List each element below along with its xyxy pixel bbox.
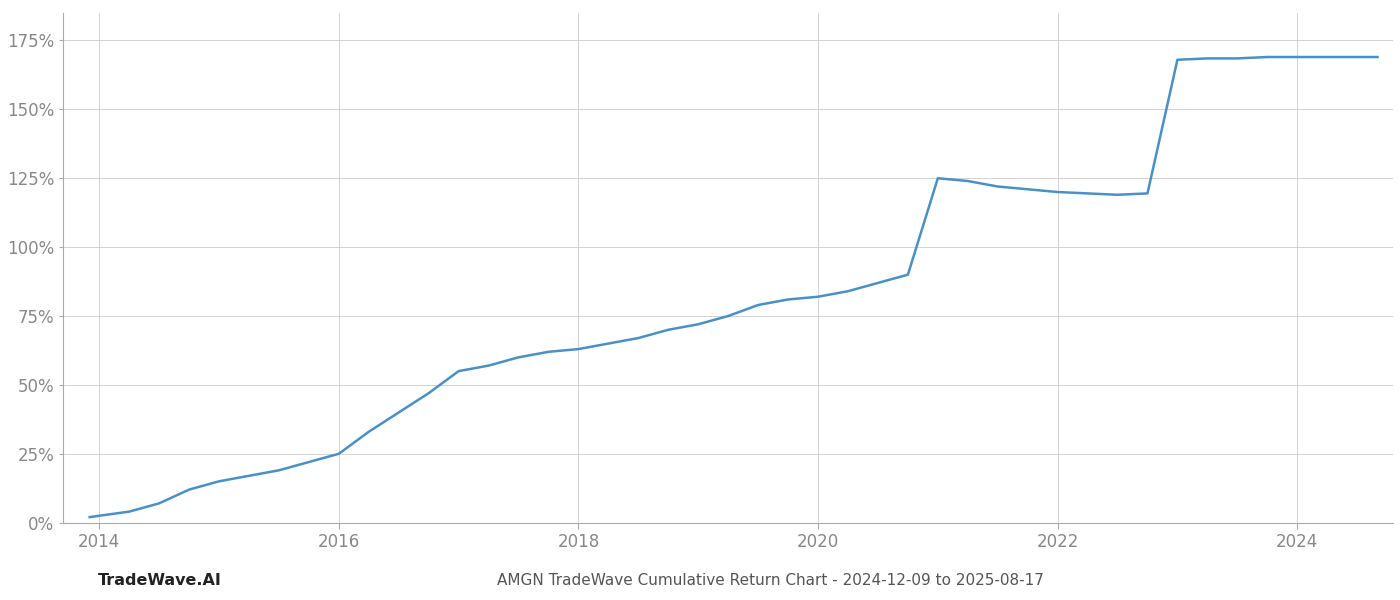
Text: TradeWave.AI: TradeWave.AI [98,573,221,588]
Text: AMGN TradeWave Cumulative Return Chart - 2024-12-09 to 2025-08-17: AMGN TradeWave Cumulative Return Chart -… [497,573,1043,588]
